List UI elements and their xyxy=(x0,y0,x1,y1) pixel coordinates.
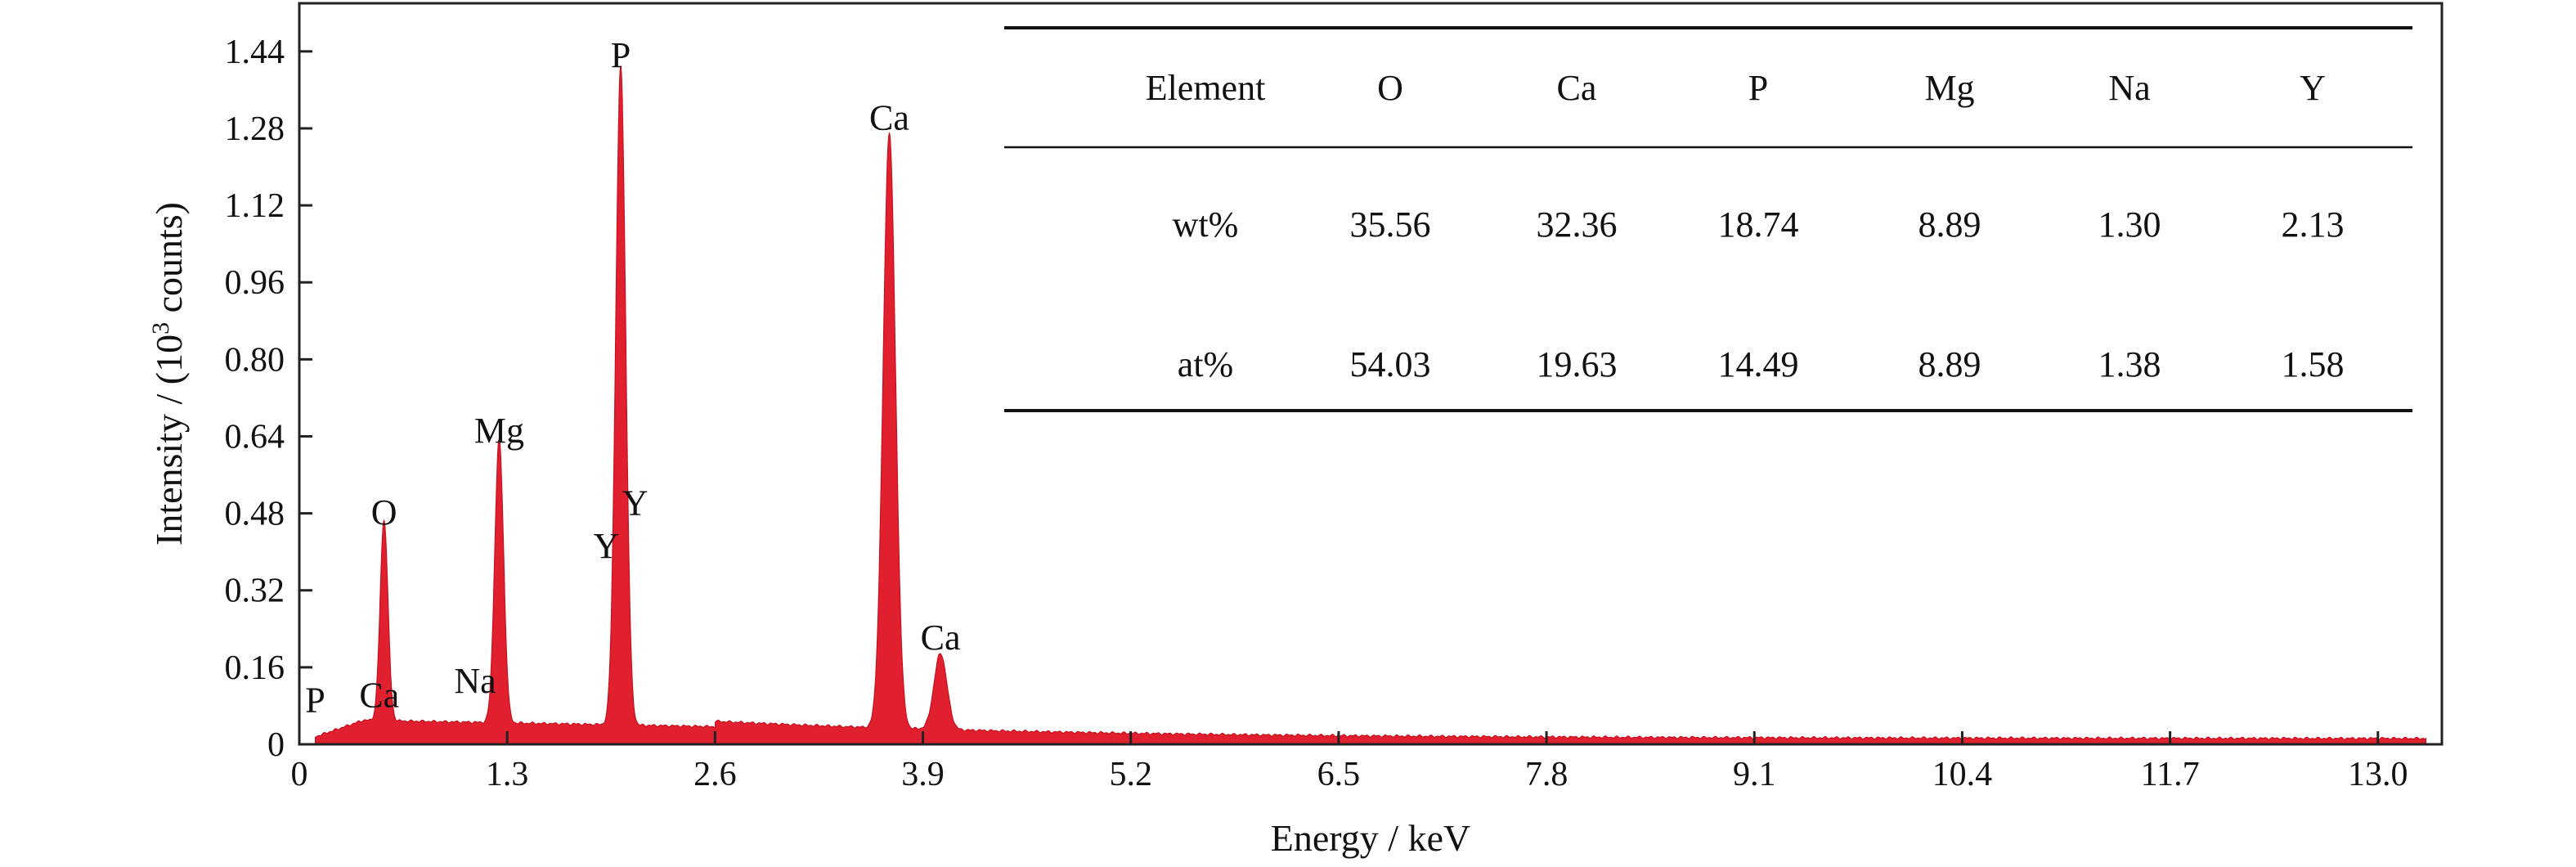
y-tick-label: 0.64 xyxy=(225,418,285,456)
table-cell: 1.38 xyxy=(2098,344,2161,384)
peak-label: Ca xyxy=(869,98,909,138)
x-tick-label: 10.4 xyxy=(1932,756,1993,793)
table-cell: at% xyxy=(1178,344,1233,384)
x-tick-label: 13.0 xyxy=(2348,756,2408,793)
table-cell: 18.74 xyxy=(1718,204,1799,245)
table-cell: 1.58 xyxy=(2282,344,2345,384)
table-cell: 54.03 xyxy=(1350,344,1431,384)
table-header-cell: Na xyxy=(2108,68,2150,108)
table-header-cell: Element xyxy=(1146,68,1266,108)
table-header-cell: Ca xyxy=(1557,68,1597,108)
y-tick-label: 0 xyxy=(267,726,285,764)
peak-label: Mg xyxy=(474,411,524,451)
x-tick-label: 9.1 xyxy=(1733,756,1776,793)
peak-label: Y xyxy=(622,483,648,523)
y-tick-label: 0.32 xyxy=(225,573,285,610)
x-tick-label: 0 xyxy=(291,756,308,793)
plot-frame xyxy=(298,2,2444,746)
x-tick-label: 6.5 xyxy=(1317,756,1361,793)
y-tick-label: 1.44 xyxy=(225,34,285,71)
x-tick-label: 11.7 xyxy=(2141,756,2200,793)
y-tick-label: 1.12 xyxy=(225,187,285,225)
table-cell: 1.30 xyxy=(2098,204,2161,245)
y-tick-label: 0.48 xyxy=(225,496,285,533)
table-cell: 8.89 xyxy=(1919,204,1981,245)
y-tick-label: 1.28 xyxy=(225,110,285,148)
table-header-cell: Mg xyxy=(1924,68,1974,108)
peak-label: Ca xyxy=(359,676,399,716)
table-cell: wt% xyxy=(1173,204,1239,245)
peak-label: O xyxy=(371,492,397,532)
x-tick-label: 7.8 xyxy=(1525,756,1568,793)
x-tick-label: 3.9 xyxy=(901,756,945,793)
spectrum-area xyxy=(315,65,2426,745)
table-cell: 8.89 xyxy=(1919,344,1981,384)
table-header-cell: P xyxy=(1748,68,1768,108)
y-axis-title: Intensity / (103 counts) xyxy=(147,202,190,546)
table-header-cell: O xyxy=(1377,68,1403,108)
table-header-cell: Y xyxy=(2300,68,2326,108)
peak-label: Na xyxy=(454,661,496,701)
table-cell: 19.63 xyxy=(1537,344,1618,384)
peak-label: Ca xyxy=(921,618,961,658)
x-axis-title: Energy / keV xyxy=(1271,817,1470,859)
x-tick-label: 5.2 xyxy=(1109,756,1152,793)
table-cell: 32.36 xyxy=(1537,204,1618,245)
y-tick-label: 0.16 xyxy=(225,649,285,687)
peak-label: P xyxy=(305,680,325,720)
y-tick-label: 0.96 xyxy=(225,264,285,302)
y-tick-label: 0.80 xyxy=(225,341,285,379)
peak-label: Y xyxy=(594,526,620,566)
x-tick-label: 2.6 xyxy=(693,756,737,793)
x-tick-label: 1.3 xyxy=(486,756,529,793)
table-cell: 14.49 xyxy=(1718,344,1799,384)
peak-label: P xyxy=(611,35,631,75)
table-cell: 35.56 xyxy=(1350,204,1431,245)
table-cell: 2.13 xyxy=(2282,204,2345,245)
